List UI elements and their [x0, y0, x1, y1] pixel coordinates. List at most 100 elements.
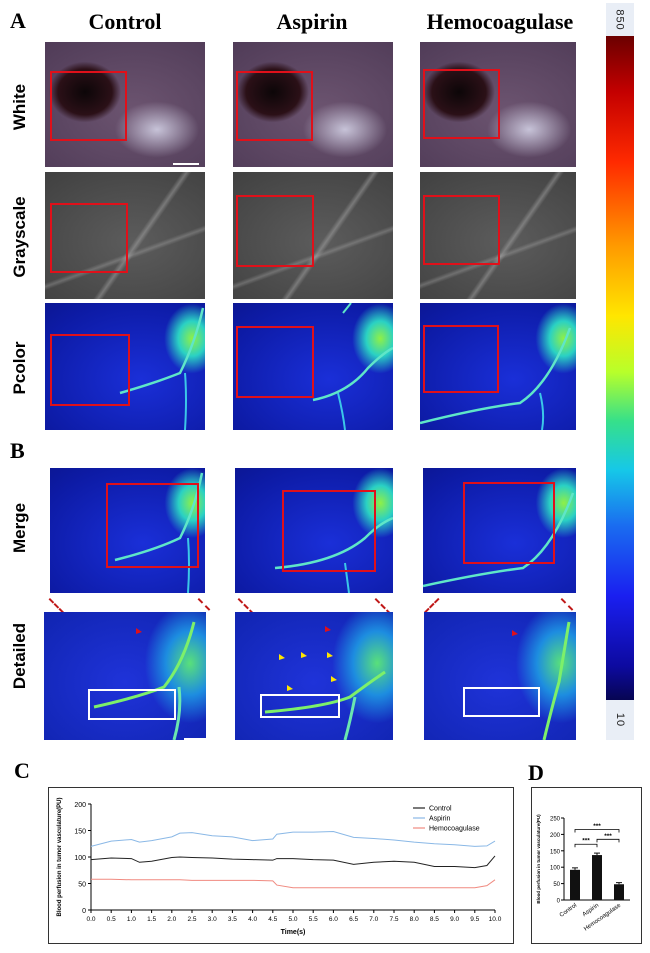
x-tick-label: 8.0 — [410, 916, 419, 923]
grayscale-hemocoagulase-image — [420, 172, 576, 299]
detail-box — [88, 689, 176, 720]
bar-chart: 0 50 100 150 200 250 Blood perfusion in tumor … — [536, 814, 630, 933]
x-tick-label: 3.0 — [208, 916, 217, 923]
x-tick-label: 5.5 — [309, 916, 318, 923]
significance-label: *** — [604, 833, 612, 840]
x-tick-label: 2.0 — [167, 916, 176, 923]
region-box — [236, 326, 314, 398]
vessel-overlay — [420, 327, 572, 430]
significance-label: *** — [593, 823, 601, 830]
white-hemocoagulase-image — [420, 42, 576, 167]
bar-aspirin — [592, 855, 602, 900]
panel-letter-a: A — [10, 8, 26, 33]
region-box — [423, 325, 499, 393]
region-box — [463, 482, 555, 564]
y-tick-label: 150 — [74, 829, 86, 836]
y-tick-label: 50 — [78, 882, 86, 889]
region-box — [236, 195, 314, 267]
y-tick-label: 100 — [550, 866, 561, 872]
region-box — [50, 71, 127, 141]
y-tick-label: 0 — [82, 908, 86, 915]
detailed-hemocoagulase-image — [424, 612, 576, 740]
region-box — [236, 71, 313, 141]
x-tick-label: 9.5 — [470, 916, 479, 923]
region-box — [106, 483, 199, 568]
x-tick-label: 5.0 — [288, 916, 297, 923]
vessel-overlay — [119, 307, 205, 430]
vessel-overlay — [312, 303, 393, 430]
x-tick-label: 10.0 — [489, 916, 502, 923]
y-tick-label: 200 — [550, 833, 561, 839]
vessel-overlay — [512, 621, 571, 740]
line-chart: 0 50 100 150 200 0.0 0.5 1.0 1.5 2.0 2.5 3.0 3.5 4.0 4… — [57, 797, 502, 936]
x-tick-label: 4.0 — [248, 916, 257, 923]
region-box — [423, 195, 500, 265]
x-tick-label: 6.5 — [349, 916, 358, 923]
row-label-merge: Merge — [10, 502, 29, 554]
scale-bar — [173, 163, 199, 165]
legend-label-aspirin: Aspirin — [429, 816, 451, 823]
y-axis-label: Blood perfusion in tumor vasculature(PU) — [536, 814, 541, 904]
y-tick-label: 200 — [74, 802, 86, 809]
x-tick-label: 3.5 — [228, 916, 237, 923]
column-title-aspirin: Aspirin — [276, 9, 348, 34]
merge-control-image — [50, 468, 205, 593]
x-tick-label: 9.0 — [450, 916, 459, 923]
y-tick-label: 50 — [553, 882, 560, 888]
detailed-aspirin-image — [235, 612, 393, 740]
significance-bracket — [596, 838, 620, 843]
white-aspirin-image — [233, 42, 393, 167]
x-tick-label: 1.5 — [147, 916, 156, 923]
legend-label-hemocoagulase: Hemocoagulase — [429, 826, 480, 833]
bar-hemocoagulase — [614, 884, 624, 900]
column-title-control: Control — [88, 9, 162, 34]
region-box — [50, 203, 128, 273]
y-tick-label: 100 — [74, 855, 86, 862]
colorbar-max-label: 850 — [606, 3, 634, 37]
grayscale-control-image — [45, 172, 205, 299]
vessel-overlay — [264, 626, 386, 740]
merge-hemocoagulase-image — [423, 468, 576, 593]
detail-box — [260, 694, 340, 718]
panel-letter-d: D — [528, 760, 544, 785]
line-chart-frame: 0 50 100 150 200 0.0 0.5 1.0 1.5 2.0 2.5 3.0 3.5 4.0 4… — [48, 787, 514, 944]
colorbar — [606, 36, 634, 736]
series-line-hemocoagulase — [91, 878, 496, 889]
row-label-grayscale: Grayscale — [10, 196, 29, 278]
x-tick-label: 0.5 — [107, 916, 116, 923]
detail-box — [463, 687, 540, 717]
scale-bar — [184, 738, 206, 740]
category-label: Control — [559, 903, 578, 919]
region-box — [50, 334, 130, 406]
significance-bracket — [574, 829, 620, 833]
white-control-image — [45, 42, 205, 167]
legend-label-control: Control — [429, 806, 452, 813]
column-title-hemocoagulase: Hemocoagulase — [426, 9, 574, 34]
bar-chart-frame: 0 50 100 150 200 250 Blood perfusion in tumor … — [531, 787, 642, 944]
x-tick-label: 7.0 — [369, 916, 378, 923]
y-tick-label: 0 — [557, 899, 561, 905]
significance-bracket — [574, 843, 598, 848]
vessel-overlay — [93, 621, 196, 740]
region-box — [423, 69, 500, 139]
category-label: Aspirin — [582, 903, 600, 918]
grayscale-aspirin-image — [233, 172, 393, 299]
merge-aspirin-image — [235, 468, 393, 593]
panel-letter-b: B — [10, 438, 25, 463]
zoom-line — [560, 598, 574, 611]
y-tick-label: 150 — [550, 849, 561, 855]
vessel-overlay — [274, 516, 393, 593]
colorbar-min-label: 10 — [606, 700, 634, 740]
detailed-control-image — [44, 612, 206, 740]
panel-letter-c: C — [14, 758, 30, 783]
pcolor-control-image — [45, 303, 205, 430]
x-tick-label: 8.5 — [430, 916, 439, 923]
region-box — [282, 490, 376, 572]
significance-label: *** — [582, 838, 590, 845]
y-axis-label: Blood perfusion in tumor vasculature(PU) — [57, 797, 63, 916]
row-label-white: White — [10, 83, 29, 131]
row-label-detailed: Detailed — [10, 622, 29, 690]
bar-control — [570, 869, 580, 900]
series-line-control — [90, 855, 496, 869]
x-tick-label: 4.5 — [268, 916, 277, 923]
